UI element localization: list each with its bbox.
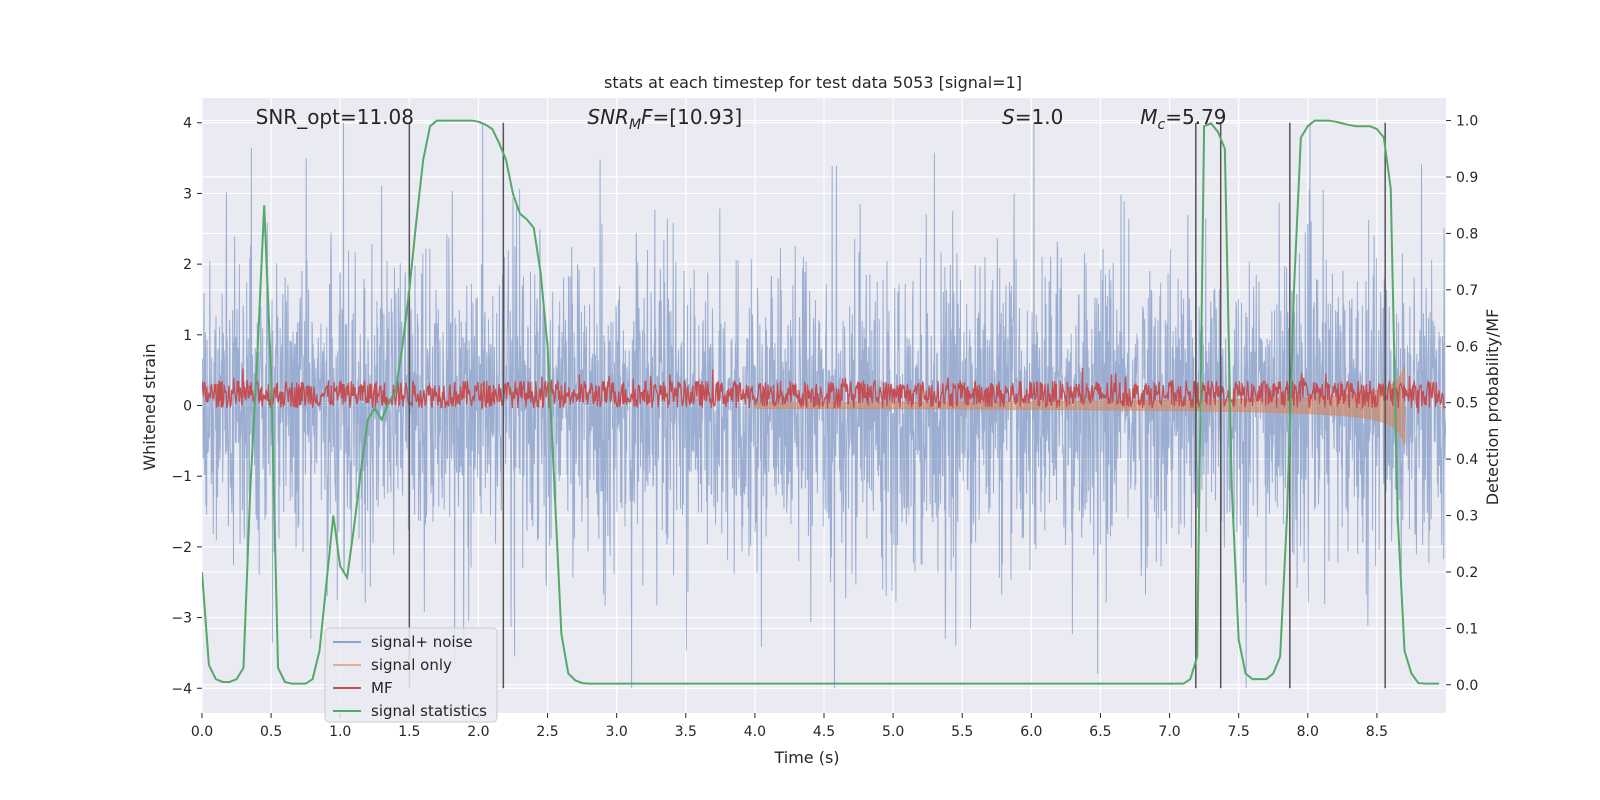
legend-entry: MF bbox=[371, 679, 393, 697]
y-tick-label: 3 bbox=[183, 186, 192, 202]
annotation-base: S bbox=[1002, 105, 1015, 129]
annotation-tail: F=[10.93] bbox=[641, 105, 742, 129]
y2-tick-label: 0.1 bbox=[1456, 621, 1478, 637]
x-tick-label: 7.5 bbox=[1228, 724, 1250, 740]
x-tick-label: 3.0 bbox=[606, 724, 628, 740]
annotation-snr-mf: SNRMF=[10.93] bbox=[587, 105, 742, 133]
series-signal-statistics bbox=[202, 119, 1440, 685]
x-tick-label: 2.0 bbox=[467, 724, 489, 740]
annotation-tail-rest: =[10.93] bbox=[653, 105, 743, 129]
x-tick-label: 3.5 bbox=[675, 724, 697, 740]
y-tick-label: 1 bbox=[183, 328, 192, 344]
y-tick-label: 0 bbox=[183, 399, 192, 415]
signal-only-fill bbox=[754, 365, 1405, 446]
x-tick-label: 4.0 bbox=[744, 724, 766, 740]
x-tick-label: 1.0 bbox=[329, 724, 351, 740]
y2-tick-label: 0.6 bbox=[1456, 339, 1478, 355]
y-tick-label: −3 bbox=[171, 611, 192, 627]
x-tick-label: 8.5 bbox=[1366, 724, 1388, 740]
annotation-mc-value: Mc=5.79 bbox=[1140, 105, 1226, 133]
annotation-s-value: S=1.0 bbox=[1002, 105, 1063, 129]
annotation-tail: =5.79 bbox=[1165, 105, 1226, 129]
chart-title: stats at each timestep for test data 505… bbox=[604, 73, 1022, 92]
y2-tick-label: 0.8 bbox=[1456, 226, 1478, 242]
x-tick-label: 1.5 bbox=[398, 724, 420, 740]
y2-tick-label: 1.0 bbox=[1456, 114, 1478, 130]
plot-area: SNR_opt=11.08 SNRMF=[10.93] S=1.0 Mc=5.79 bbox=[201, 98, 1446, 713]
y2-tick-label: 0.9 bbox=[1456, 170, 1478, 186]
annotation-subscript: M bbox=[629, 117, 641, 133]
y2-tick-label: 0.0 bbox=[1456, 678, 1478, 694]
y-tick-label: 4 bbox=[183, 116, 192, 132]
y-tick-label: −1 bbox=[171, 469, 192, 485]
annotation-tail-italic: F bbox=[641, 105, 653, 129]
annotation-subscript: c bbox=[1158, 117, 1166, 133]
x-tick-label: 0.5 bbox=[260, 724, 282, 740]
x-tick-label: 8.0 bbox=[1297, 724, 1319, 740]
legend-entry: signal only bbox=[371, 656, 452, 674]
series-signal-only bbox=[754, 365, 1405, 446]
legend-box bbox=[324, 627, 498, 723]
x-tick-label: 5.5 bbox=[951, 724, 973, 740]
annotation-snr-opt: SNR_opt=11.08 bbox=[256, 105, 414, 129]
y-tick-label: −4 bbox=[171, 681, 192, 697]
x-tick-label: 6.5 bbox=[1089, 724, 1111, 740]
x-tick-label: 4.5 bbox=[813, 724, 835, 740]
y2-tick-label: 0.3 bbox=[1456, 509, 1478, 525]
x-axis-ticks: 0.0 0.5 1.0 1.5 2.0 2.5 3.0 3.5 4.0 4.5 5.0 5.5 6.0 6… bbox=[191, 713, 1388, 740]
annotation-base: SNR bbox=[587, 105, 629, 129]
x-tick-label: 2.5 bbox=[536, 724, 558, 740]
y2-tick-label: 0.2 bbox=[1456, 565, 1478, 581]
y2-tick-label: 0.5 bbox=[1456, 396, 1478, 412]
x-tick-label: 6.0 bbox=[1020, 724, 1042, 740]
y-tick-label: 2 bbox=[183, 257, 192, 273]
x-tick-label: 5.0 bbox=[882, 724, 904, 740]
annotation-tail: =1.0 bbox=[1015, 105, 1064, 129]
y-tick-label: −2 bbox=[171, 540, 192, 556]
y2-axis-ticks: 0.0 0.1 0.2 0.3 0.4 0.5 0.6 0.7 0.8 0.9 1.0 bbox=[1446, 114, 1478, 694]
annotations: SNR_opt=11.08 SNRMF=[10.93] S=1.0 Mc=5.79 bbox=[256, 105, 1227, 133]
x-tick-label: 0.0 bbox=[191, 724, 213, 740]
legend-entry: signal statistics bbox=[371, 702, 487, 720]
y2-axis-label: Detection probability/MF bbox=[1483, 309, 1502, 506]
y2-tick-label: 0.4 bbox=[1456, 452, 1478, 468]
x-axis-label: Time (s) bbox=[773, 748, 839, 767]
y-axis-ticks: −4 −3 −2 −1 0 1 2 3 4 bbox=[171, 116, 202, 697]
x-tick-label: 7.0 bbox=[1158, 724, 1180, 740]
y2-tick-label: 0.7 bbox=[1456, 283, 1478, 299]
annotation-base: M bbox=[1140, 105, 1157, 129]
legend-entry: signal+ noise bbox=[371, 633, 473, 651]
legend: signal+ noise signal only MF signal statist… bbox=[324, 627, 498, 723]
y-axis-label: Whitened strain bbox=[140, 343, 159, 470]
